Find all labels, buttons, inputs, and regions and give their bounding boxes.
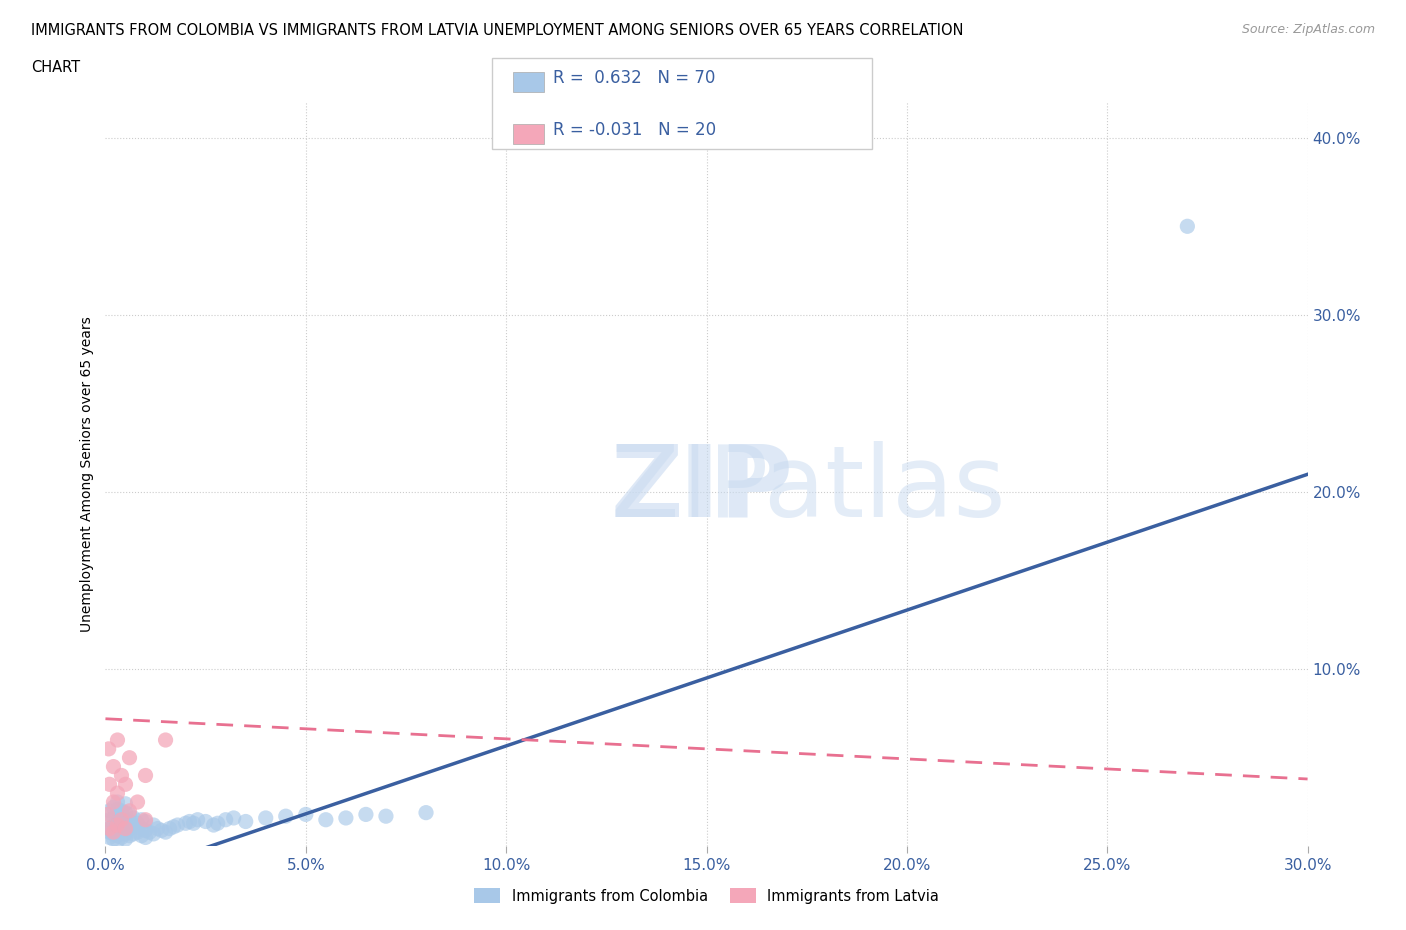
Point xyxy=(315,812,337,827)
Point xyxy=(155,825,177,840)
Point xyxy=(214,812,236,827)
Point xyxy=(155,733,177,748)
Point xyxy=(135,814,157,829)
Y-axis label: Unemployment Among Seniors over 65 years: Unemployment Among Seniors over 65 years xyxy=(80,316,94,632)
Point xyxy=(274,809,297,824)
Text: CHART: CHART xyxy=(31,60,80,75)
Text: R =  0.632   N = 70: R = 0.632 N = 70 xyxy=(553,69,714,87)
Point xyxy=(135,812,157,827)
Point xyxy=(415,805,437,820)
Text: IMMIGRANTS FROM COLOMBIA VS IMMIGRANTS FROM LATVIA UNEMPLOYMENT AMONG SENIORS OV: IMMIGRANTS FROM COLOMBIA VS IMMIGRANTS F… xyxy=(31,23,963,38)
Point xyxy=(174,816,197,830)
Point xyxy=(98,804,121,818)
Point xyxy=(150,823,173,838)
Point xyxy=(107,816,129,830)
Point xyxy=(187,812,209,827)
Point xyxy=(107,786,129,801)
Point xyxy=(110,804,132,818)
Text: Source: ZipAtlas.com: Source: ZipAtlas.com xyxy=(1241,23,1375,36)
Point xyxy=(110,812,132,827)
Point xyxy=(96,807,118,822)
Point xyxy=(207,816,229,830)
Point xyxy=(179,814,201,829)
Point xyxy=(118,814,141,829)
Point xyxy=(135,823,157,838)
Point xyxy=(103,817,125,832)
Point xyxy=(159,821,181,836)
Point xyxy=(98,777,121,791)
Text: R = -0.031   N = 20: R = -0.031 N = 20 xyxy=(553,121,716,140)
Point xyxy=(103,825,125,840)
Point xyxy=(98,821,121,836)
Point xyxy=(103,811,125,826)
Point xyxy=(114,777,136,791)
Point xyxy=(114,821,136,836)
Point xyxy=(142,827,165,842)
Point xyxy=(135,768,157,783)
Point xyxy=(98,830,121,844)
Point xyxy=(131,829,153,844)
Point xyxy=(107,833,129,848)
Point xyxy=(98,821,121,836)
Point xyxy=(118,751,141,765)
Point xyxy=(295,807,318,822)
Point xyxy=(114,805,136,820)
Point xyxy=(107,794,129,809)
Point xyxy=(194,814,217,829)
Point xyxy=(127,825,149,840)
Point xyxy=(103,827,125,842)
Text: ZIPatlas: ZIPatlas xyxy=(610,441,1005,538)
Point xyxy=(110,768,132,783)
Point xyxy=(222,811,245,826)
Point xyxy=(98,812,121,827)
Point xyxy=(118,807,141,822)
Point xyxy=(107,802,129,817)
Point xyxy=(110,812,132,827)
Point xyxy=(354,807,377,822)
Point xyxy=(162,819,184,834)
Point xyxy=(202,817,225,832)
Point xyxy=(103,831,125,846)
Point xyxy=(166,817,188,832)
Point xyxy=(114,831,136,846)
Point xyxy=(146,821,169,836)
Point xyxy=(103,794,125,809)
Point xyxy=(138,825,160,840)
Point xyxy=(1177,219,1199,233)
Point xyxy=(103,759,125,774)
Point xyxy=(131,821,153,836)
Point xyxy=(131,812,153,827)
Point xyxy=(114,819,136,834)
Point xyxy=(110,830,132,844)
Point xyxy=(235,814,257,829)
Point xyxy=(122,827,145,842)
Point xyxy=(135,830,157,844)
Point xyxy=(127,816,149,830)
Point xyxy=(107,733,129,748)
Point xyxy=(183,816,205,830)
Point xyxy=(122,817,145,832)
Point xyxy=(107,823,129,838)
Point xyxy=(114,812,136,827)
Point xyxy=(118,821,141,836)
Point xyxy=(107,817,129,832)
Point xyxy=(374,809,398,824)
Point xyxy=(103,800,125,815)
Point xyxy=(254,811,277,826)
Point xyxy=(98,825,121,840)
Point xyxy=(110,821,132,836)
Point xyxy=(122,811,145,826)
Point xyxy=(142,817,165,832)
Point xyxy=(107,809,129,824)
Point xyxy=(335,811,357,826)
Point xyxy=(114,827,136,842)
Point xyxy=(118,829,141,844)
Legend: Immigrants from Colombia, Immigrants from Latvia: Immigrants from Colombia, Immigrants fro… xyxy=(468,883,945,910)
Point xyxy=(127,794,149,809)
Text: ZIP: ZIP xyxy=(610,441,793,538)
Point xyxy=(107,829,129,844)
Point xyxy=(97,741,120,756)
Point xyxy=(118,804,141,818)
Point xyxy=(114,796,136,811)
